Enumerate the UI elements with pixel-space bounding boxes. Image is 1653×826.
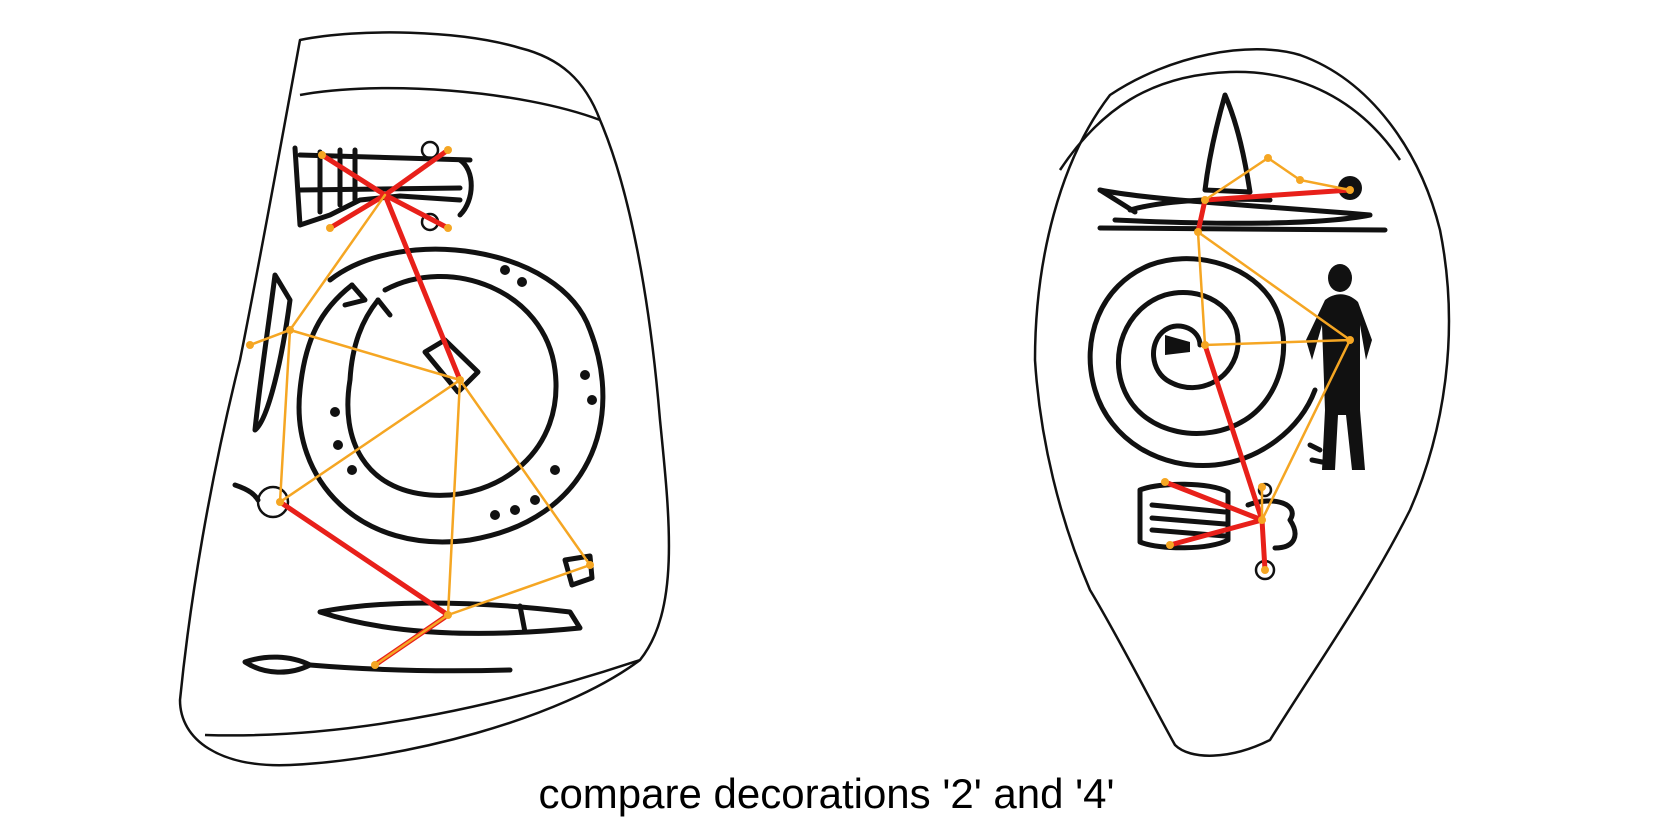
stone-2-connectors: [246, 146, 594, 669]
stone-2: [178, 31, 671, 767]
stone-4: [1033, 48, 1451, 757]
human-figure-icon: [1306, 264, 1372, 470]
knife-icon: [317, 600, 583, 636]
stone-4-connectors: [1161, 154, 1354, 574]
spiral-icon: [1087, 256, 1318, 469]
ship-icon: [292, 140, 474, 232]
stone-2-outline: [178, 31, 671, 767]
stone-4-outline: [1033, 48, 1451, 757]
figure-caption: compare decorations '2' and '4': [538, 770, 1115, 817]
spearhead-icon: [242, 654, 513, 675]
concentric-circle-icon: [296, 246, 606, 545]
sailboat-icon: [1097, 92, 1388, 233]
